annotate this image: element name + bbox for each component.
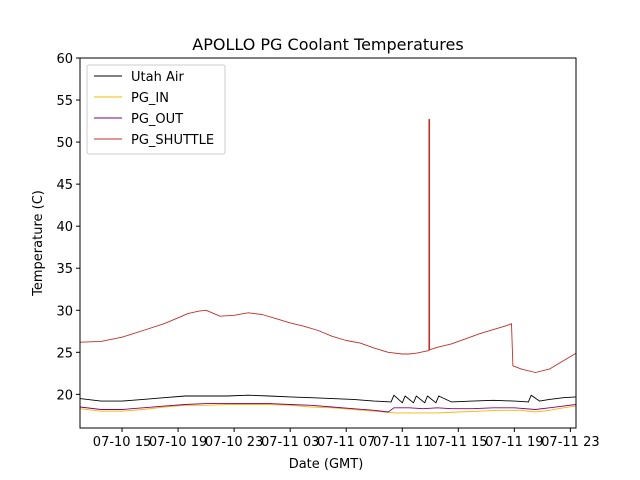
x-tick-label: 07-11 07 <box>317 435 375 450</box>
series-line-1 <box>80 404 576 414</box>
x-tick-label: 07-11 15 <box>429 435 487 450</box>
y-tick-label: 30 <box>56 304 73 319</box>
plot-frame <box>79 57 577 429</box>
legend-label-0: Utah Air <box>131 70 184 85</box>
x-tick-label: 07-11 23 <box>541 435 599 450</box>
chart-title: APOLLO PG Coolant Temperatures <box>192 35 463 54</box>
y-tick-label: 55 <box>56 94 73 109</box>
legend-label-1: PG_IN <box>131 91 169 106</box>
legend: Utah Air PG_IN PG_OUT PG_SHUTTLE <box>86 64 226 155</box>
x-tick-label: 07-10 19 <box>149 435 207 450</box>
y-tick-label: 60 <box>56 52 73 67</box>
y-tick-label: 45 <box>56 178 73 193</box>
y-tick-label: 20 <box>56 388 73 403</box>
x-tick-label: 07-10 15 <box>93 435 151 450</box>
x-axis-label: Date (GMT) <box>289 457 364 472</box>
x-tick-label: 07-10 23 <box>205 435 263 450</box>
series-line-0 <box>80 394 576 404</box>
y-axis-label: Temperature (C) <box>31 190 46 297</box>
legend-box <box>86 64 226 155</box>
x-tick-label: 07-11 03 <box>261 435 319 450</box>
x-tick-label: 07-11 11 <box>373 435 431 450</box>
y-tick-label: 35 <box>56 262 73 277</box>
y-tick-label: 25 <box>56 346 73 361</box>
legend-label-2: PG_OUT <box>131 112 183 127</box>
legend-items: Utah Air PG_IN PG_OUT PG_SHUTTLE <box>94 70 214 148</box>
series-line-3 <box>80 118 576 373</box>
legend-label-3: PG_SHUTTLE <box>131 133 214 148</box>
y-tick-label: 50 <box>56 136 73 151</box>
y-tick-label: 40 <box>56 220 73 235</box>
y-axis: 20 25 30 35 40 45 50 55 60 <box>56 52 80 403</box>
series-line-2 <box>80 403 576 413</box>
x-tick-label: 07-11 19 <box>485 435 543 450</box>
series-layer <box>80 118 576 414</box>
